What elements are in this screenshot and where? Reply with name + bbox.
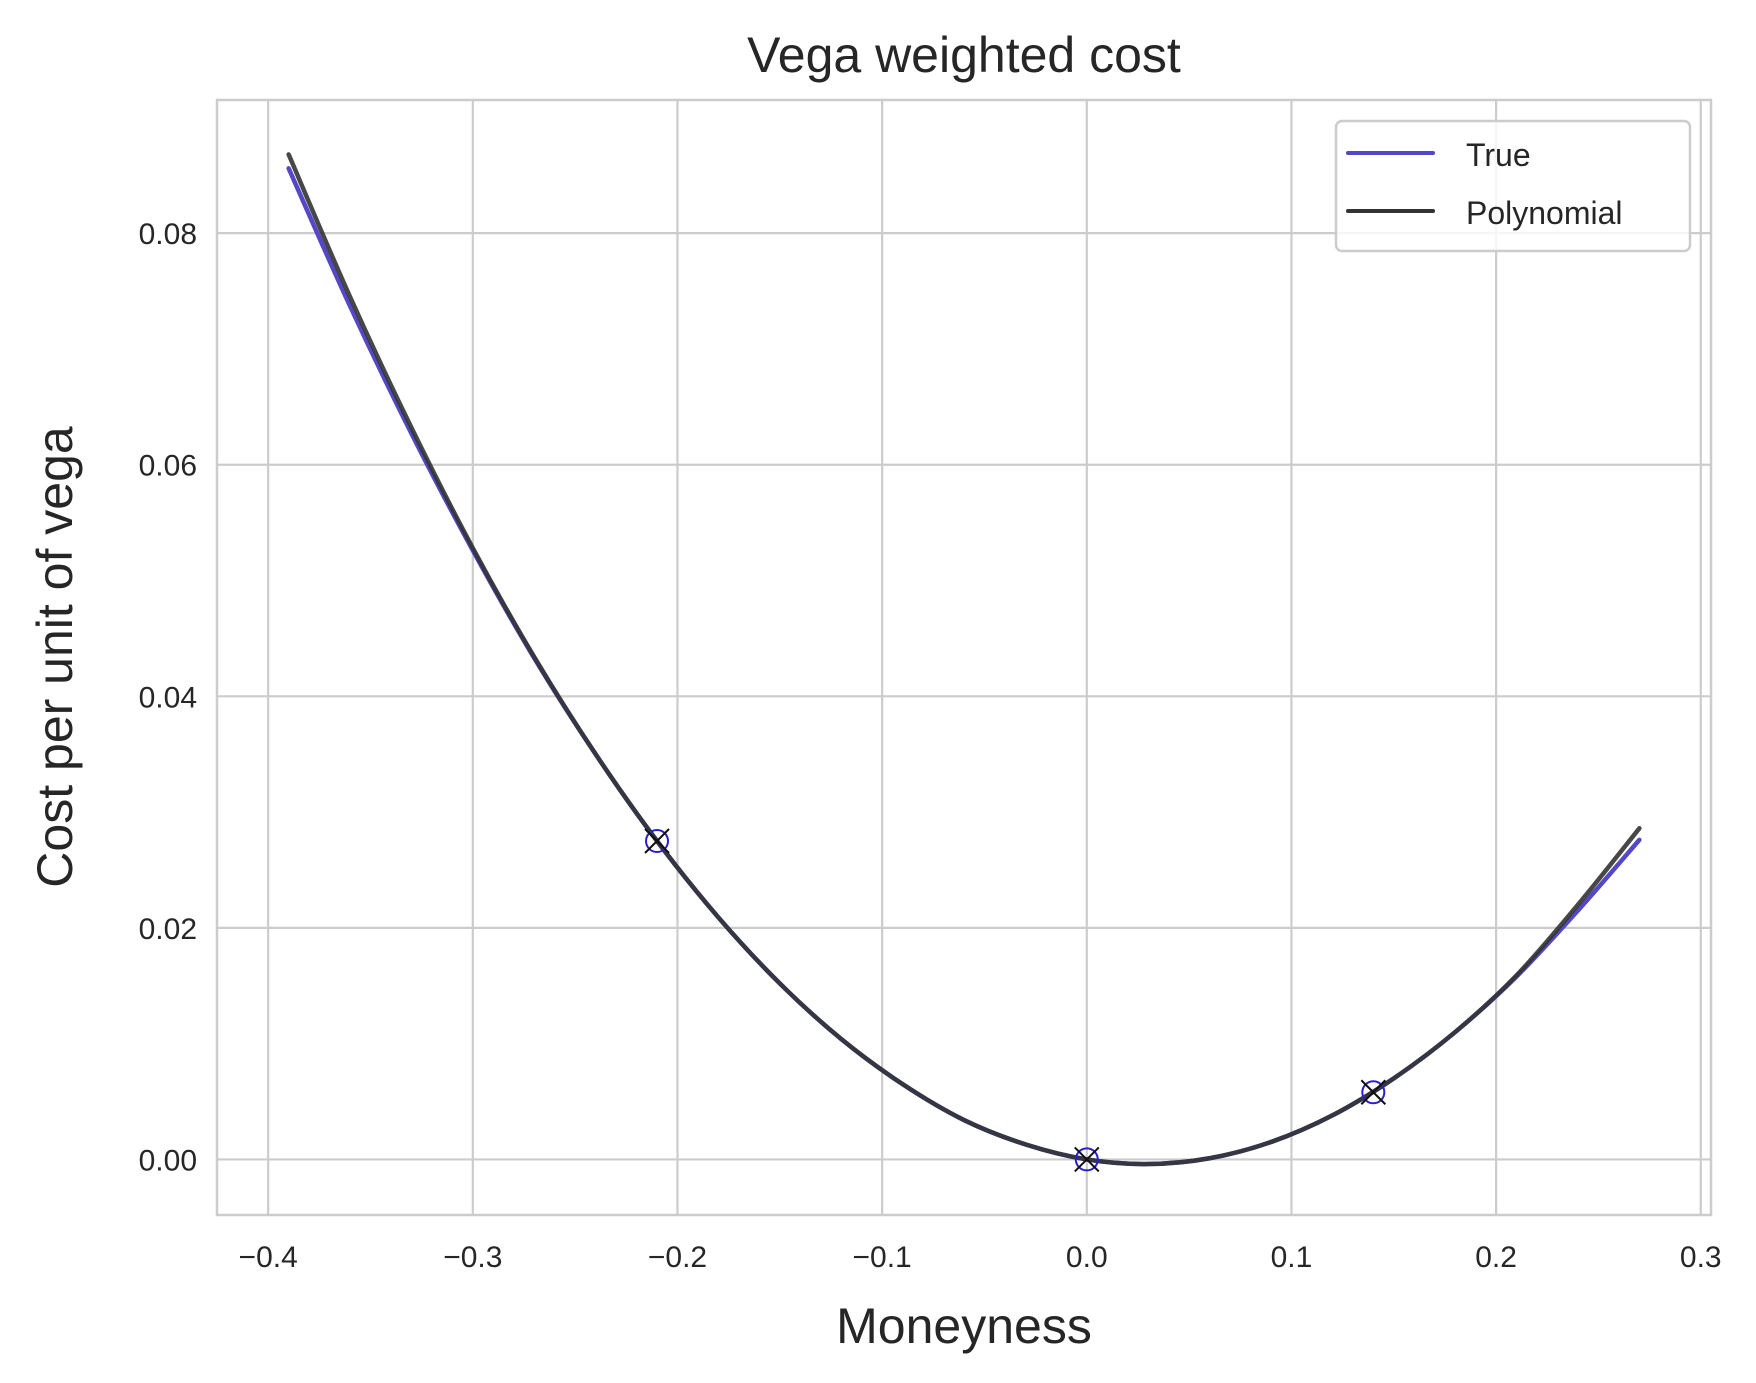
- y-tick-label: 0.04: [139, 681, 197, 714]
- x-tick-label: −0.1: [853, 1241, 912, 1274]
- cross-marker: [644, 828, 670, 854]
- chart-title: Vega weighted cost: [747, 27, 1181, 83]
- x-tick-label: 0.0: [1066, 1241, 1108, 1274]
- x-tick-label: −0.4: [239, 1241, 298, 1274]
- markers: [644, 828, 1387, 1173]
- x-tick-label: −0.3: [443, 1241, 502, 1274]
- plot-frame: [215, 98, 1713, 1217]
- circle-marker: [1074, 1147, 1099, 1172]
- series-lines: [286, 152, 1642, 1167]
- grid: [217, 100, 1711, 1215]
- y-axis-ticks: 0.00 0.02 0.04 0.06 0.08: [139, 218, 197, 1177]
- cross-marker: [1360, 1079, 1387, 1105]
- cross-marker: [1074, 1146, 1100, 1173]
- circle-marker: [645, 829, 670, 854]
- y-tick-label: 0.00: [139, 1144, 197, 1177]
- legend: True Polynomial: [1334, 119, 1692, 253]
- legend-label-polynomial: Polynomial: [1466, 195, 1623, 231]
- legend-label-true: True: [1466, 137, 1531, 173]
- y-tick-label: 0.08: [139, 218, 197, 251]
- x-tick-label: 0.1: [1271, 1241, 1313, 1274]
- y-axis-label: Cost per unit of vega: [27, 426, 83, 888]
- x-axis-ticks: −0.4 −0.3 −0.2 −0.1 0.0 0.1 0.2 0.3: [239, 1241, 1722, 1274]
- x-tick-label: 0.3: [1680, 1241, 1722, 1274]
- series-line-polynomial: [286, 152, 1642, 1167]
- x-tick-label: −0.2: [648, 1241, 707, 1274]
- x-axis-label: Moneyness: [836, 1298, 1092, 1354]
- series-line-true: [286, 166, 1642, 1167]
- y-tick-label: 0.02: [139, 913, 197, 946]
- x-tick-label: 0.2: [1475, 1241, 1517, 1274]
- circle-marker: [1361, 1080, 1386, 1105]
- y-tick-label: 0.06: [139, 450, 197, 483]
